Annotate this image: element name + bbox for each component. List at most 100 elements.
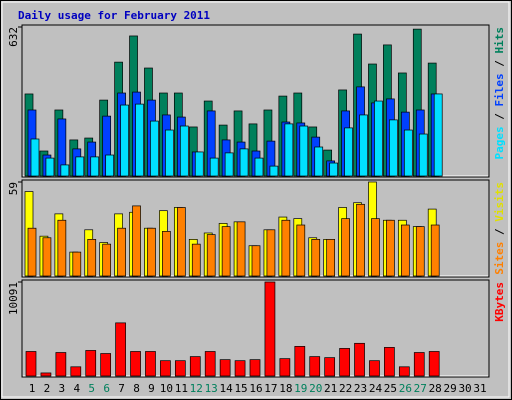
x-tick-label: 2 — [44, 382, 51, 395]
x-tick-label: 25 — [384, 382, 397, 395]
y-tick-label: 10091 — [7, 282, 20, 315]
x-tick-label: 15 — [234, 382, 247, 395]
bar — [60, 164, 70, 177]
x-tick-label: 30 — [458, 382, 471, 395]
bar — [234, 360, 246, 377]
bar — [130, 351, 141, 377]
bar — [359, 114, 368, 177]
bar — [389, 119, 398, 177]
bar — [57, 219, 67, 277]
bar — [296, 224, 306, 277]
x-tick-label: 13 — [205, 382, 218, 395]
bar — [398, 366, 410, 377]
bar — [70, 366, 82, 377]
bar — [374, 100, 383, 177]
x-tick-label: 8 — [133, 382, 140, 395]
x-tick-label: 18 — [279, 382, 292, 395]
bar — [191, 243, 201, 277]
y-tick-label: 632 — [7, 27, 20, 47]
bar — [326, 239, 336, 277]
bar — [284, 123, 294, 177]
bar — [219, 359, 231, 377]
bar — [299, 125, 309, 177]
legend-entry: Hits — [493, 27, 506, 54]
bar — [269, 165, 279, 177]
bar — [105, 154, 115, 177]
bar — [55, 352, 67, 377]
bar — [132, 205, 141, 277]
bar — [25, 351, 37, 377]
x-tick-label: 6 — [103, 382, 110, 395]
bar — [204, 351, 216, 377]
bar — [27, 227, 37, 277]
bar — [85, 350, 97, 377]
bar — [430, 224, 440, 277]
x-tick-label: 11 — [175, 382, 188, 395]
x-tick-label: 16 — [249, 382, 262, 395]
x-tick-label: 4 — [73, 382, 80, 395]
bar — [254, 157, 264, 177]
bar — [266, 229, 276, 277]
x-tick-label: 21 — [324, 382, 337, 395]
bar — [160, 360, 171, 377]
bar — [117, 227, 126, 277]
bar — [324, 357, 336, 377]
x-tick-label: 26 — [399, 382, 412, 395]
bar — [42, 237, 52, 277]
bar — [415, 226, 425, 277]
bar — [236, 221, 246, 277]
bar — [384, 347, 395, 377]
bar — [30, 138, 40, 177]
x-tick-label: 10 — [160, 382, 173, 395]
legend: Sites / Visits — [493, 182, 506, 275]
bar — [162, 231, 171, 277]
bar — [341, 218, 350, 277]
x-tick-label: 22 — [339, 382, 352, 395]
x-tick-label: 9 — [148, 382, 155, 395]
bar — [75, 156, 85, 177]
bar — [356, 203, 365, 277]
bar — [209, 157, 219, 177]
bar — [371, 218, 380, 277]
bar — [354, 342, 365, 377]
x-tick-label: 7 — [118, 382, 125, 395]
bar — [165, 129, 174, 177]
bar — [189, 356, 201, 377]
bar — [174, 360, 186, 377]
bar — [145, 351, 156, 377]
x-tick-label: 28 — [429, 382, 442, 395]
bar — [339, 348, 350, 377]
bar — [281, 219, 291, 277]
x-tick-label: 1 — [29, 382, 36, 395]
legend-entry: KBytes — [493, 282, 506, 322]
bar — [194, 151, 204, 177]
legend-entry: Pages — [493, 126, 506, 159]
bar — [147, 227, 156, 277]
bar — [413, 352, 425, 377]
chart-title: Daily usage for February 2011 — [18, 9, 210, 22]
x-tick-label: 17 — [264, 382, 277, 395]
bar — [369, 360, 380, 377]
legend-separator: / — [493, 107, 506, 127]
bar — [428, 351, 440, 377]
bar — [45, 157, 55, 177]
bar — [87, 239, 97, 277]
bar — [40, 372, 52, 377]
bar — [239, 148, 249, 177]
bar — [90, 156, 100, 177]
x-tick-label: 24 — [369, 382, 383, 395]
bar — [294, 346, 306, 377]
x-tick-label: 31 — [473, 382, 486, 395]
x-tick-label: 23 — [354, 382, 367, 395]
bar — [251, 245, 261, 277]
bar — [418, 133, 428, 177]
bar — [311, 239, 321, 277]
bar — [179, 125, 189, 177]
bar — [433, 93, 443, 177]
bar — [400, 224, 410, 277]
legend: Pages / Files / Hits — [493, 27, 506, 160]
bar — [309, 356, 321, 377]
bar — [329, 162, 339, 177]
